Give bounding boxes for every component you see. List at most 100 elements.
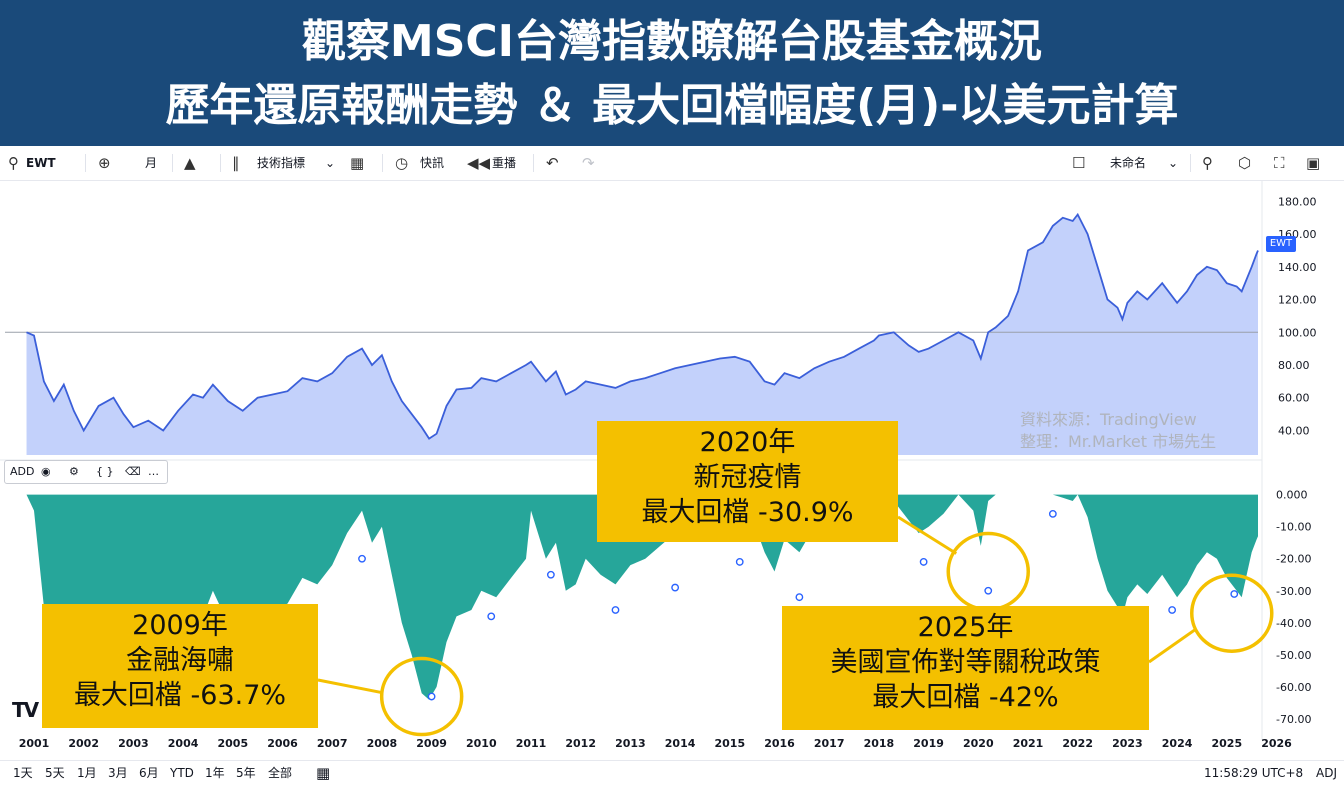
settings-gear-icon[interactable]: ⚙ xyxy=(69,465,79,478)
drawdown-tick-7: -70.00 xyxy=(1276,713,1311,726)
clock-time[interactable]: 11:58:29 UTC+8 xyxy=(1204,766,1304,780)
drawdown-marker-0 xyxy=(358,554,366,563)
highlight-circle-2020 xyxy=(946,531,1030,612)
undo-icon[interactable]: ↶ xyxy=(546,154,559,172)
callout-2020-drawdown: 最大回檔 -30.9% xyxy=(641,497,854,528)
x-tick-2015: 2015 xyxy=(714,737,745,750)
callout-2025-year: 2025年 xyxy=(917,612,1014,643)
price-tick-5: 80.00 xyxy=(1278,359,1310,372)
add-button[interactable]: ADD xyxy=(10,465,35,478)
highlight-circle-2025 xyxy=(1190,573,1274,653)
eye-icon[interactable]: ◉ xyxy=(41,465,51,478)
x-tick-2001: 2001 xyxy=(19,737,50,750)
callout-2009: 2009年 金融海嘯 最大回檔 -63.7% xyxy=(42,604,318,728)
x-tick-2016: 2016 xyxy=(764,737,795,750)
quick-search-icon[interactable]: ⚲ xyxy=(1202,154,1213,172)
range-1m[interactable]: 1月 xyxy=(77,766,97,780)
templates-grid-icon[interactable]: ▦ xyxy=(350,154,365,172)
redo-icon[interactable]: ↷ xyxy=(582,154,595,172)
range-all[interactable]: 全部 xyxy=(268,766,293,780)
source-code-icon[interactable]: { } xyxy=(96,465,114,478)
drawdown-marker-7 xyxy=(919,558,928,566)
toolbar-divider xyxy=(533,154,534,172)
range-3m[interactable]: 3月 xyxy=(108,766,128,780)
callout-2009-drawdown: 最大回檔 -63.7% xyxy=(73,680,287,711)
drawdown-marker-5 xyxy=(735,558,744,566)
replay-icon[interactable]: ◀◀ xyxy=(467,154,491,172)
x-tick-2005: 2005 xyxy=(217,737,248,750)
adj-toggle[interactable]: ADJ xyxy=(1316,766,1337,780)
last-price-symbol-tag: EWT xyxy=(1266,236,1296,252)
range-1y[interactable]: 1年 xyxy=(205,766,225,780)
drawdown-tick-1: -10.00 xyxy=(1276,521,1311,534)
settings-gear-icon[interactable]: ⬡ xyxy=(1238,154,1252,172)
callout-2020-event: 新冠疫情 xyxy=(693,462,802,493)
time-x-axis[interactable]: 2001 2002 2003 2004 2005 2006 2007 2008 2009 2010… xyxy=(19,737,1292,750)
more-options-icon[interactable]: … xyxy=(148,465,159,478)
x-tick-2002: 2002 xyxy=(68,737,99,750)
range-5d[interactable]: 5天 xyxy=(45,766,65,780)
drawdown-marker-8 xyxy=(984,586,993,595)
range-ytd[interactable]: YTD xyxy=(170,766,194,780)
x-tick-2009: 2009 xyxy=(416,737,447,750)
connector-2020 xyxy=(897,515,958,555)
drawdown-marker-11 xyxy=(1168,606,1177,614)
callout-2025-drawdown: 最大回檔 -42% xyxy=(872,682,1059,713)
chevron-down-icon[interactable]: ⌄ xyxy=(1168,156,1179,170)
compare-plus-icon[interactable]: ⊕ xyxy=(98,154,111,172)
bottom-bar: 1天 5天 1月 3月 6月 YTD 1年 5年 全部 ▦ 11:58:29 U… xyxy=(0,760,1344,786)
layout-checkbox-icon[interactable]: ☐ xyxy=(1072,154,1086,172)
x-tick-2026: 2026 xyxy=(1261,737,1292,750)
price-area-fill xyxy=(26,214,1258,455)
toolbar-divider xyxy=(382,154,383,172)
callout-2025: 2025年 美國宣佈對等關稅政策 最大回檔 -42% xyxy=(782,606,1149,730)
toolbar-divider xyxy=(220,154,221,172)
callout-2020: 2020年 新冠疫情 最大回檔 -30.9% xyxy=(597,421,898,542)
x-tick-2006: 2006 xyxy=(267,737,298,750)
tradingview-logo: TV xyxy=(12,698,39,722)
x-tick-2014: 2014 xyxy=(665,737,696,750)
banner-title-line-1: 觀察MSCI台灣指數瞭解台股基金概況 xyxy=(301,16,1043,67)
x-tick-2024: 2024 xyxy=(1162,737,1193,750)
banner-title-line-2: 歷年還原報酬走勢 ＆ 最大回檔幅度(月)-以美元計算 xyxy=(165,80,1179,131)
price-pane[interactable] xyxy=(5,212,1259,456)
x-tick-2023: 2023 xyxy=(1112,737,1143,750)
connector-2009 xyxy=(317,678,382,695)
range-1d[interactable]: 1天 xyxy=(13,766,33,780)
price-line xyxy=(26,212,1259,440)
x-tick-2017: 2017 xyxy=(814,737,845,750)
snapshot-camera-icon[interactable]: ▣ xyxy=(1306,154,1321,172)
x-tick-2022: 2022 xyxy=(1062,737,1093,750)
range-5y[interactable]: 5年 xyxy=(236,766,256,780)
price-tick-2: 140.00 xyxy=(1278,261,1317,274)
price-tick-4: 100.00 xyxy=(1278,326,1317,339)
drawdown-y-axis[interactable]: 0.000 -10.00 -20.00 -30.00 -40.00 -50.00 -60.0… xyxy=(1276,489,1311,726)
layout-name[interactable]: 未命名 xyxy=(1110,156,1147,170)
search-icon[interactable]: ⚲ xyxy=(8,154,19,172)
callout-2025-event: 美國宣佈對等關稅政策 xyxy=(830,647,1101,678)
alerts-button[interactable]: 快訊 xyxy=(420,156,445,170)
symbol-search[interactable]: EWT xyxy=(26,156,56,170)
indicators-icon[interactable]: ∥ xyxy=(232,154,240,172)
chart-toolbar: ⚲ EWT ⊕ 月 ▲ ∥ 技術指標 ⌄ ▦ ◷ 快訊 ◀◀ 重播 ↶ ↷ ☐ … xyxy=(0,146,1344,181)
drawdown-marker-12 xyxy=(1230,590,1239,598)
drawdown-area xyxy=(26,494,1258,700)
fullscreen-icon[interactable]: ⛶ xyxy=(1274,154,1285,172)
indicators-button[interactable]: 技術指標 xyxy=(257,156,306,170)
x-tick-2013: 2013 xyxy=(615,737,646,750)
x-tick-2011: 2011 xyxy=(516,737,547,750)
chart-type-icon[interactable]: ▲ xyxy=(184,154,196,172)
replay-button[interactable]: 重播 xyxy=(492,156,517,170)
x-tick-2007: 2007 xyxy=(317,737,348,750)
x-tick-2025: 2025 xyxy=(1211,737,1242,750)
x-tick-2020: 2020 xyxy=(963,737,994,750)
drawdown-pane[interactable] xyxy=(26,494,1259,701)
chevron-down-icon[interactable]: ⌄ xyxy=(325,156,336,170)
date-range-icon[interactable]: ▦ xyxy=(316,764,331,782)
trash-icon[interactable]: ⌫ xyxy=(125,465,141,478)
range-6m[interactable]: 6月 xyxy=(139,766,159,780)
alert-clock-icon[interactable]: ◷ xyxy=(395,154,409,172)
drawdown-marker-6 xyxy=(795,593,804,602)
interval-button[interactable]: 月 xyxy=(145,156,158,170)
callout-2009-year: 2009年 xyxy=(132,610,228,641)
